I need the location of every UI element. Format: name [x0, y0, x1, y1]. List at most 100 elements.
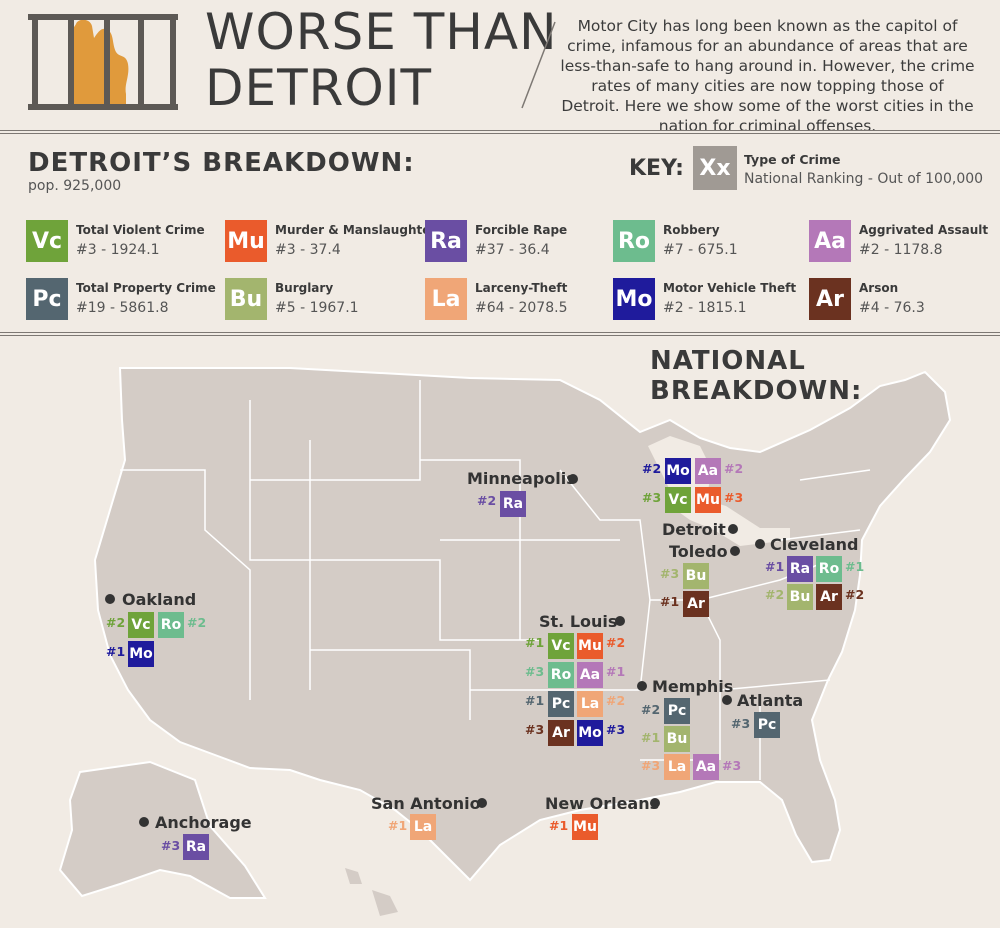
city-label-anchorage: Anchorage	[155, 813, 252, 832]
crime-name: Total Property Crime	[76, 281, 216, 295]
crime-tile: Mu	[225, 220, 267, 262]
rank-label: #2	[641, 702, 661, 717]
crime-value: #3 - 1924.1	[76, 242, 160, 258]
crime-name: Robbery	[663, 223, 720, 237]
rank-label: #1	[549, 818, 569, 833]
page-title: WORSE THAN DETROIT	[205, 4, 558, 116]
crime-tag: Pc	[754, 712, 780, 738]
city-label-toledo: Toledo	[669, 542, 728, 561]
rank-label: #3	[641, 758, 661, 773]
crime-name: Total Violent Crime	[76, 223, 205, 237]
rank-label: #3	[731, 716, 751, 731]
city-marker	[139, 817, 149, 827]
crime-tag: Ra	[183, 834, 209, 860]
crime-tag: Ar	[683, 591, 709, 617]
key-label: KEY:	[629, 156, 684, 181]
crime-tag: Pc	[548, 691, 574, 717]
crime-tag: Vc	[665, 487, 691, 513]
crime-name: Arson	[859, 281, 899, 295]
section-divider	[0, 332, 1000, 336]
crime-tag: Pc	[664, 698, 690, 724]
crime-tile: Bu	[225, 278, 267, 320]
rank-label: #1	[660, 594, 680, 609]
crime-tag: Vc	[548, 633, 574, 659]
crime-name: Burglary	[275, 281, 334, 295]
crime-value: #19 - 5861.8	[76, 300, 169, 316]
divider-slash	[521, 21, 556, 109]
section-divider	[0, 130, 1000, 134]
rank-label: #3	[161, 838, 181, 853]
crime-tag: La	[577, 691, 603, 717]
crime-tag: Ar	[548, 720, 574, 746]
jail-cell-michigan-icon	[28, 14, 178, 110]
crime-tag: Mu	[577, 633, 603, 659]
city-marker	[730, 546, 740, 556]
title-line-1: WORSE THAN	[205, 3, 558, 61]
crime-value: #5 - 1967.1	[275, 300, 359, 316]
detroit-population: pop. 925,000	[28, 178, 122, 194]
rank-label: #1	[641, 730, 661, 745]
crime-name: Larceny-Theft	[475, 281, 568, 295]
crime-value: #2 - 1815.1	[663, 300, 747, 316]
crime-tile: Aa	[809, 220, 851, 262]
crime-tile: Ro	[613, 220, 655, 262]
intro-text: Motor City has long been known as the ca…	[560, 17, 975, 135]
us-mainland-shape	[93, 367, 952, 882]
rank-label: #1	[525, 693, 545, 708]
crime-tag: Bu	[787, 584, 813, 610]
city-label-atlanta: Atlanta	[737, 691, 804, 710]
detroit-heading: DETROIT’S BREAKDOWN:	[28, 148, 415, 178]
crime-tile: Vc	[26, 220, 68, 262]
crime-name: Forcible Rape	[475, 223, 568, 237]
crime-value: #2 - 1178.8	[859, 242, 943, 258]
crime-name: Aggrivated Assault	[859, 223, 989, 237]
city-label-memphis: Memphis	[652, 677, 734, 696]
state-borders	[120, 380, 871, 780]
rank-label: #2	[606, 693, 626, 708]
crime-tag: Ra	[787, 556, 813, 582]
crime-tag: Ra	[500, 491, 526, 517]
city-marker	[105, 594, 115, 604]
rank-label: #2	[765, 587, 785, 602]
rank-label: #2	[724, 461, 744, 476]
title-line-2: DETROIT	[205, 59, 433, 117]
city-marker	[728, 524, 738, 534]
rank-label: #1	[606, 664, 626, 679]
rank-label: #2	[477, 493, 497, 508]
key-type-of-crime: Type of Crime	[744, 152, 841, 167]
crime-tag: Mu	[695, 487, 721, 513]
crime-tag: Mo	[128, 641, 154, 667]
rank-label: #3	[724, 490, 744, 505]
city-marker	[755, 539, 765, 549]
rank-label: #3	[525, 722, 545, 737]
hawaii-shape	[345, 868, 398, 916]
rank-label: #3	[660, 566, 680, 581]
rank-label: #2	[642, 461, 662, 476]
crime-tile: Ar	[809, 278, 851, 320]
crime-name: Murder & Manslaughter	[275, 223, 437, 237]
city-marker	[568, 474, 578, 484]
crime-tag: Bu	[683, 563, 709, 589]
crime-tag: Aa	[577, 662, 603, 688]
city-marker	[650, 798, 660, 808]
crime-tile: Mo	[613, 278, 655, 320]
header: WORSE THAN DETROIT Motor City has long b…	[0, 0, 1000, 135]
crime-tag: Bu	[664, 726, 690, 752]
city-label-detroit: Detroit	[662, 520, 726, 539]
city-label-cleveland: Cleveland	[770, 535, 859, 554]
crime-tag: Ar	[816, 584, 842, 610]
alaska-shape	[58, 760, 267, 899]
city-label-san-antonio: San Antonio	[371, 794, 481, 813]
crime-tile: Pc	[26, 278, 68, 320]
crime-tag: Mo	[665, 458, 691, 484]
crime-tag: Mo	[577, 720, 603, 746]
rank-label: #1	[845, 559, 865, 574]
key-sample-tile: Xx	[693, 146, 737, 190]
rank-label: #3	[722, 758, 742, 773]
rank-label: #3	[525, 664, 545, 679]
rank-label: #1	[106, 644, 126, 659]
crime-tile: Ra	[425, 220, 467, 262]
city-label-minneapolis: Minneapolis	[467, 469, 576, 488]
rank-label: #2	[187, 615, 207, 630]
city-marker	[615, 616, 625, 626]
